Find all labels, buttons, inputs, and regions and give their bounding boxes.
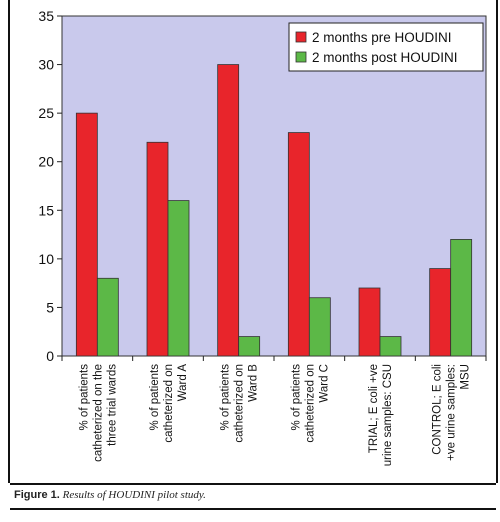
y-tick-label: 25 [38,105,54,121]
x-category-label: Ward C [318,364,330,403]
legend-entry: 2 months post HOUDINI [312,50,458,65]
figure-caption: Figure 1. Results of HOUDINI pilot study… [14,489,206,501]
x-category-label: +ve urine samples: [446,364,458,461]
x-category-label: CONTROL; E coli [432,364,444,455]
legend-swatch [295,51,307,63]
x-category-label: catheterized on [234,364,246,443]
x-category-label: catheterized on [163,364,175,443]
y-tick-label: 0 [46,348,54,364]
x-category-label: catheterized on [304,364,316,443]
legend-entry: 2 months pre HOUDINI [312,30,452,45]
bar-pre [358,287,381,357]
bar-post [379,336,402,357]
bar-pre [429,268,452,357]
y-tick-label: 15 [38,202,54,218]
figure-caption-text: Results of HOUDINI pilot study. [62,489,206,501]
caption-bottom-rule [10,508,496,510]
legend-box [288,22,484,72]
x-category-label: MSU [460,364,472,390]
x-category-label: % of patients [149,364,161,431]
figure-label: Figure 1. [14,489,60,501]
x-category-label: catheterized on the [92,364,104,462]
bar-pre [217,64,240,357]
bar-post [96,277,119,357]
x-category-label: % of patients [78,364,90,431]
bar-pre [287,132,310,357]
x-category-label: Ward A [177,364,189,402]
bar-pre [146,141,169,357]
x-category-label: % of patients [290,364,302,431]
x-category-label: TRIAL; E coli +ve [368,364,380,453]
y-tick-label: 5 [46,299,54,315]
caption-top-rule [10,483,496,485]
plot-area [61,15,487,357]
y-tick-label: 20 [38,154,54,170]
legend-swatch [295,31,307,43]
y-tick-label: 35 [38,8,54,24]
x-category-label: % of patients [220,364,232,431]
x-category-label: Ward B [248,364,260,402]
y-tick-label: 30 [38,57,54,73]
bar-post [238,336,261,357]
bar-post [308,297,331,357]
x-category-label: three trial wards [106,364,118,446]
bar-post [450,239,473,357]
bar-pre [75,112,98,357]
x-category-label: urine samples: CSU [382,364,394,466]
figure-frame [8,0,498,483]
y-tick-label: 10 [38,251,54,267]
bar-post [167,200,190,357]
